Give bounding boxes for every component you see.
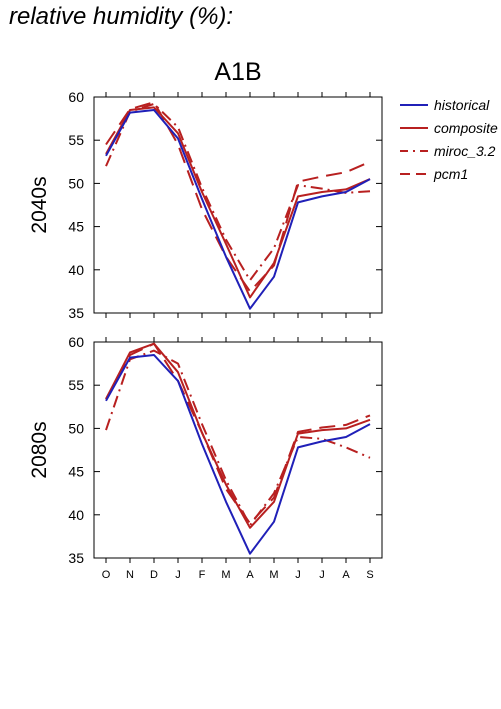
- y-axis-label: 2040s: [28, 176, 51, 233]
- series-line-pcm1: [105, 101, 371, 293]
- legend-label: pcm1: [433, 166, 468, 182]
- legend-label: miroc_3.2: [434, 143, 496, 159]
- plot-frame: [93, 96, 383, 314]
- x-tick-label: J: [175, 569, 181, 581]
- series-line-historical: [105, 354, 371, 555]
- x-tick-label: M: [269, 569, 278, 581]
- x-tick-label: J: [295, 569, 301, 581]
- y-tick-label: 55: [68, 377, 84, 393]
- panel-2080s: 35 40 45 50 55 60 O N D J F M A M J J A S 2080s: [28, 334, 383, 581]
- series-line-composite: [105, 106, 371, 299]
- y-tick-label: 45: [68, 219, 84, 235]
- x-tick-label: A: [342, 569, 350, 581]
- legend-item-miroc_3.2: miroc_3.2: [400, 143, 496, 159]
- chart-legend: historical composite miroc_3.2 pcm1: [400, 97, 498, 182]
- y-tick-label: 40: [68, 262, 84, 278]
- x-tick-label: O: [102, 569, 111, 581]
- y-tick-label: 60: [68, 334, 84, 350]
- plot-frame: [93, 341, 383, 559]
- series-line-composite: [105, 342, 371, 529]
- y-tick-label: 60: [68, 89, 84, 105]
- x-tick-label: D: [150, 569, 158, 581]
- page-heading: relative humidity (%):: [9, 3, 234, 30]
- x-tick-label: S: [366, 569, 373, 581]
- y-tick-label: 40: [68, 507, 84, 523]
- y-tick-label: 35: [68, 550, 84, 566]
- y-tick-label: 55: [68, 132, 84, 148]
- chart-title: A1B: [214, 58, 261, 86]
- x-tick-label: F: [199, 569, 206, 581]
- y-tick-label: 50: [68, 175, 84, 191]
- panel-2040s: 35 40 45 50 55 60 2040s: [28, 89, 383, 321]
- x-tick-label: N: [126, 569, 134, 581]
- y-tick-label: 50: [68, 420, 84, 436]
- legend-item-historical: historical: [400, 97, 490, 113]
- x-tick-label: A: [246, 569, 254, 581]
- y-tick-label: 35: [68, 305, 84, 321]
- y-axis-label: 2080s: [28, 421, 51, 478]
- series-line-historical: [105, 109, 371, 310]
- series-line-pcm1: [105, 342, 371, 525]
- y-tick-label: 45: [68, 464, 84, 480]
- legend-label: composite: [434, 120, 498, 136]
- legend-label: historical: [434, 97, 490, 113]
- legend-item-pcm1: pcm1: [400, 166, 468, 182]
- legend-item-composite: composite: [400, 120, 498, 136]
- series-line-miroc_3.2: [105, 102, 371, 282]
- x-tick-label: J: [319, 569, 325, 581]
- x-tick-label: M: [221, 569, 230, 581]
- series-line-miroc_3.2: [105, 349, 371, 527]
